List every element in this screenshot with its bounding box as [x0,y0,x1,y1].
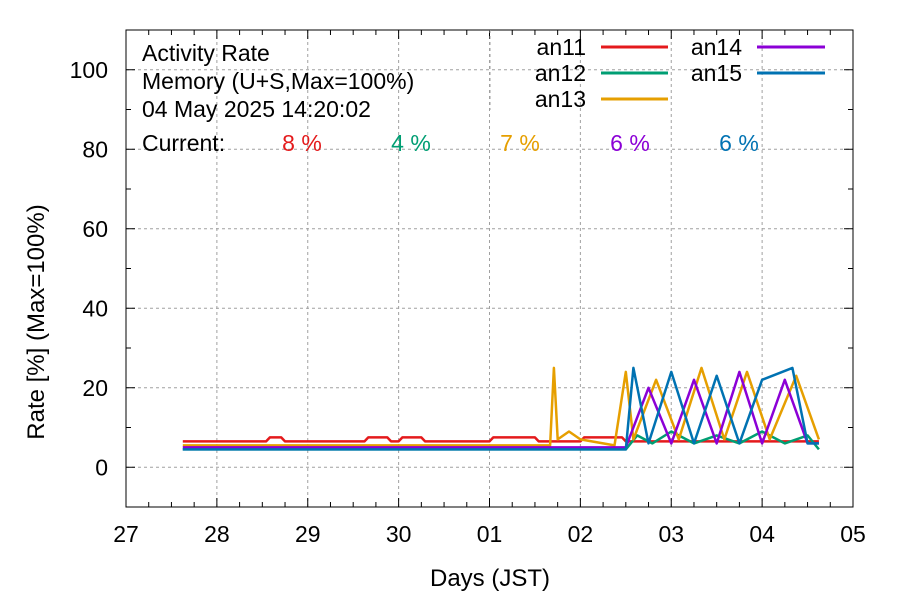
current-label: Current: [142,130,225,156]
series-line-an13 [182,366,821,447]
y-tick-label: 0 [95,454,108,480]
legend-label-an14: an14 [691,34,742,60]
current-value-an15: 6 % [719,130,759,156]
y-tick-label: 60 [82,216,108,242]
x-tick-label: 05 [840,521,866,547]
x-tick-label: 29 [295,521,321,547]
current-value-an13: 7 % [500,130,540,156]
current-value-an12: 4 % [391,130,431,156]
current-values: 8 % 4 % 7 % 6 % 6 % [282,130,759,156]
chart-title-line-1: Activity Rate [142,40,270,66]
axes: 27 28 29 30 01 02 03 04 05 0 20 40 60 80 100 [70,29,866,547]
x-axis-label: Days (JST) [430,565,550,592]
y-axis-label: Rate [%] (Max=100%) [23,204,50,439]
chart-title-line-2: Memory (U+S,Max=100%) [142,68,414,94]
legend-label-an12: an12 [535,60,586,86]
chart-title-line-3: 04 May 2025 14:20:02 [142,96,371,122]
y-tick-label: 100 [70,57,108,83]
plot-area [182,366,821,451]
legend-label-an13: an13 [535,86,586,112]
x-tick-label: 04 [749,521,775,547]
x-tick-label: 03 [658,521,684,547]
y-tick-label: 80 [82,136,108,162]
current-value-an14: 6 % [610,130,650,156]
x-tick-label: 30 [386,521,412,547]
x-tick-label: 28 [204,521,230,547]
legend-label-an11: an11 [537,34,586,60]
x-tick-label: 27 [113,521,139,547]
current-value-an11: 8 % [282,130,322,156]
x-tick-label: 02 [568,521,594,547]
x-tick-label: 01 [477,521,503,547]
series-line-an15 [182,366,819,451]
y-tick-label: 20 [82,375,108,401]
legend-label-an15: an15 [691,60,742,86]
y-tick-label: 40 [82,295,108,321]
